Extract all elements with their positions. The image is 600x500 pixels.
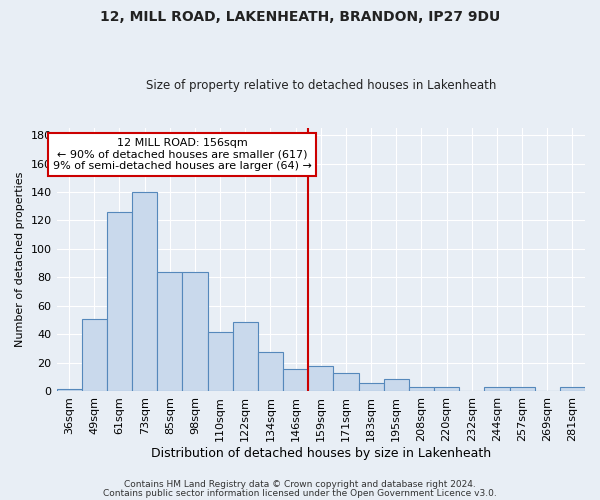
Bar (484, 387, 509, 392)
Bar (157, 272, 182, 392)
Text: 12 MILL ROAD: 156sqm
← 90% of detached houses are smaller (617)
9% of semi-detac: 12 MILL ROAD: 156sqm ← 90% of detached h… (53, 138, 312, 171)
Text: 12, MILL ROAD, LAKENHEATH, BRANDON, IP27 9DU: 12, MILL ROAD, LAKENHEATH, BRANDON, IP27… (100, 10, 500, 24)
Bar (334, 373, 359, 392)
Bar (383, 378, 409, 392)
Bar (434, 387, 459, 392)
Bar (409, 387, 434, 392)
Bar (283, 368, 308, 392)
Bar (258, 352, 283, 392)
Bar (208, 332, 233, 392)
Bar (182, 272, 208, 392)
X-axis label: Distribution of detached houses by size in Lakenheath: Distribution of detached houses by size … (151, 447, 491, 460)
Bar (233, 322, 258, 392)
Y-axis label: Number of detached properties: Number of detached properties (15, 172, 25, 348)
Bar (560, 387, 585, 392)
Bar (107, 212, 132, 392)
Bar (359, 383, 383, 392)
Text: Contains public sector information licensed under the Open Government Licence v3: Contains public sector information licen… (103, 488, 497, 498)
Bar (82, 319, 107, 392)
Bar (132, 192, 157, 392)
Bar (56, 388, 82, 392)
Bar (308, 366, 334, 392)
Title: Size of property relative to detached houses in Lakenheath: Size of property relative to detached ho… (146, 79, 496, 92)
Bar (509, 387, 535, 392)
Text: Contains HM Land Registry data © Crown copyright and database right 2024.: Contains HM Land Registry data © Crown c… (124, 480, 476, 489)
